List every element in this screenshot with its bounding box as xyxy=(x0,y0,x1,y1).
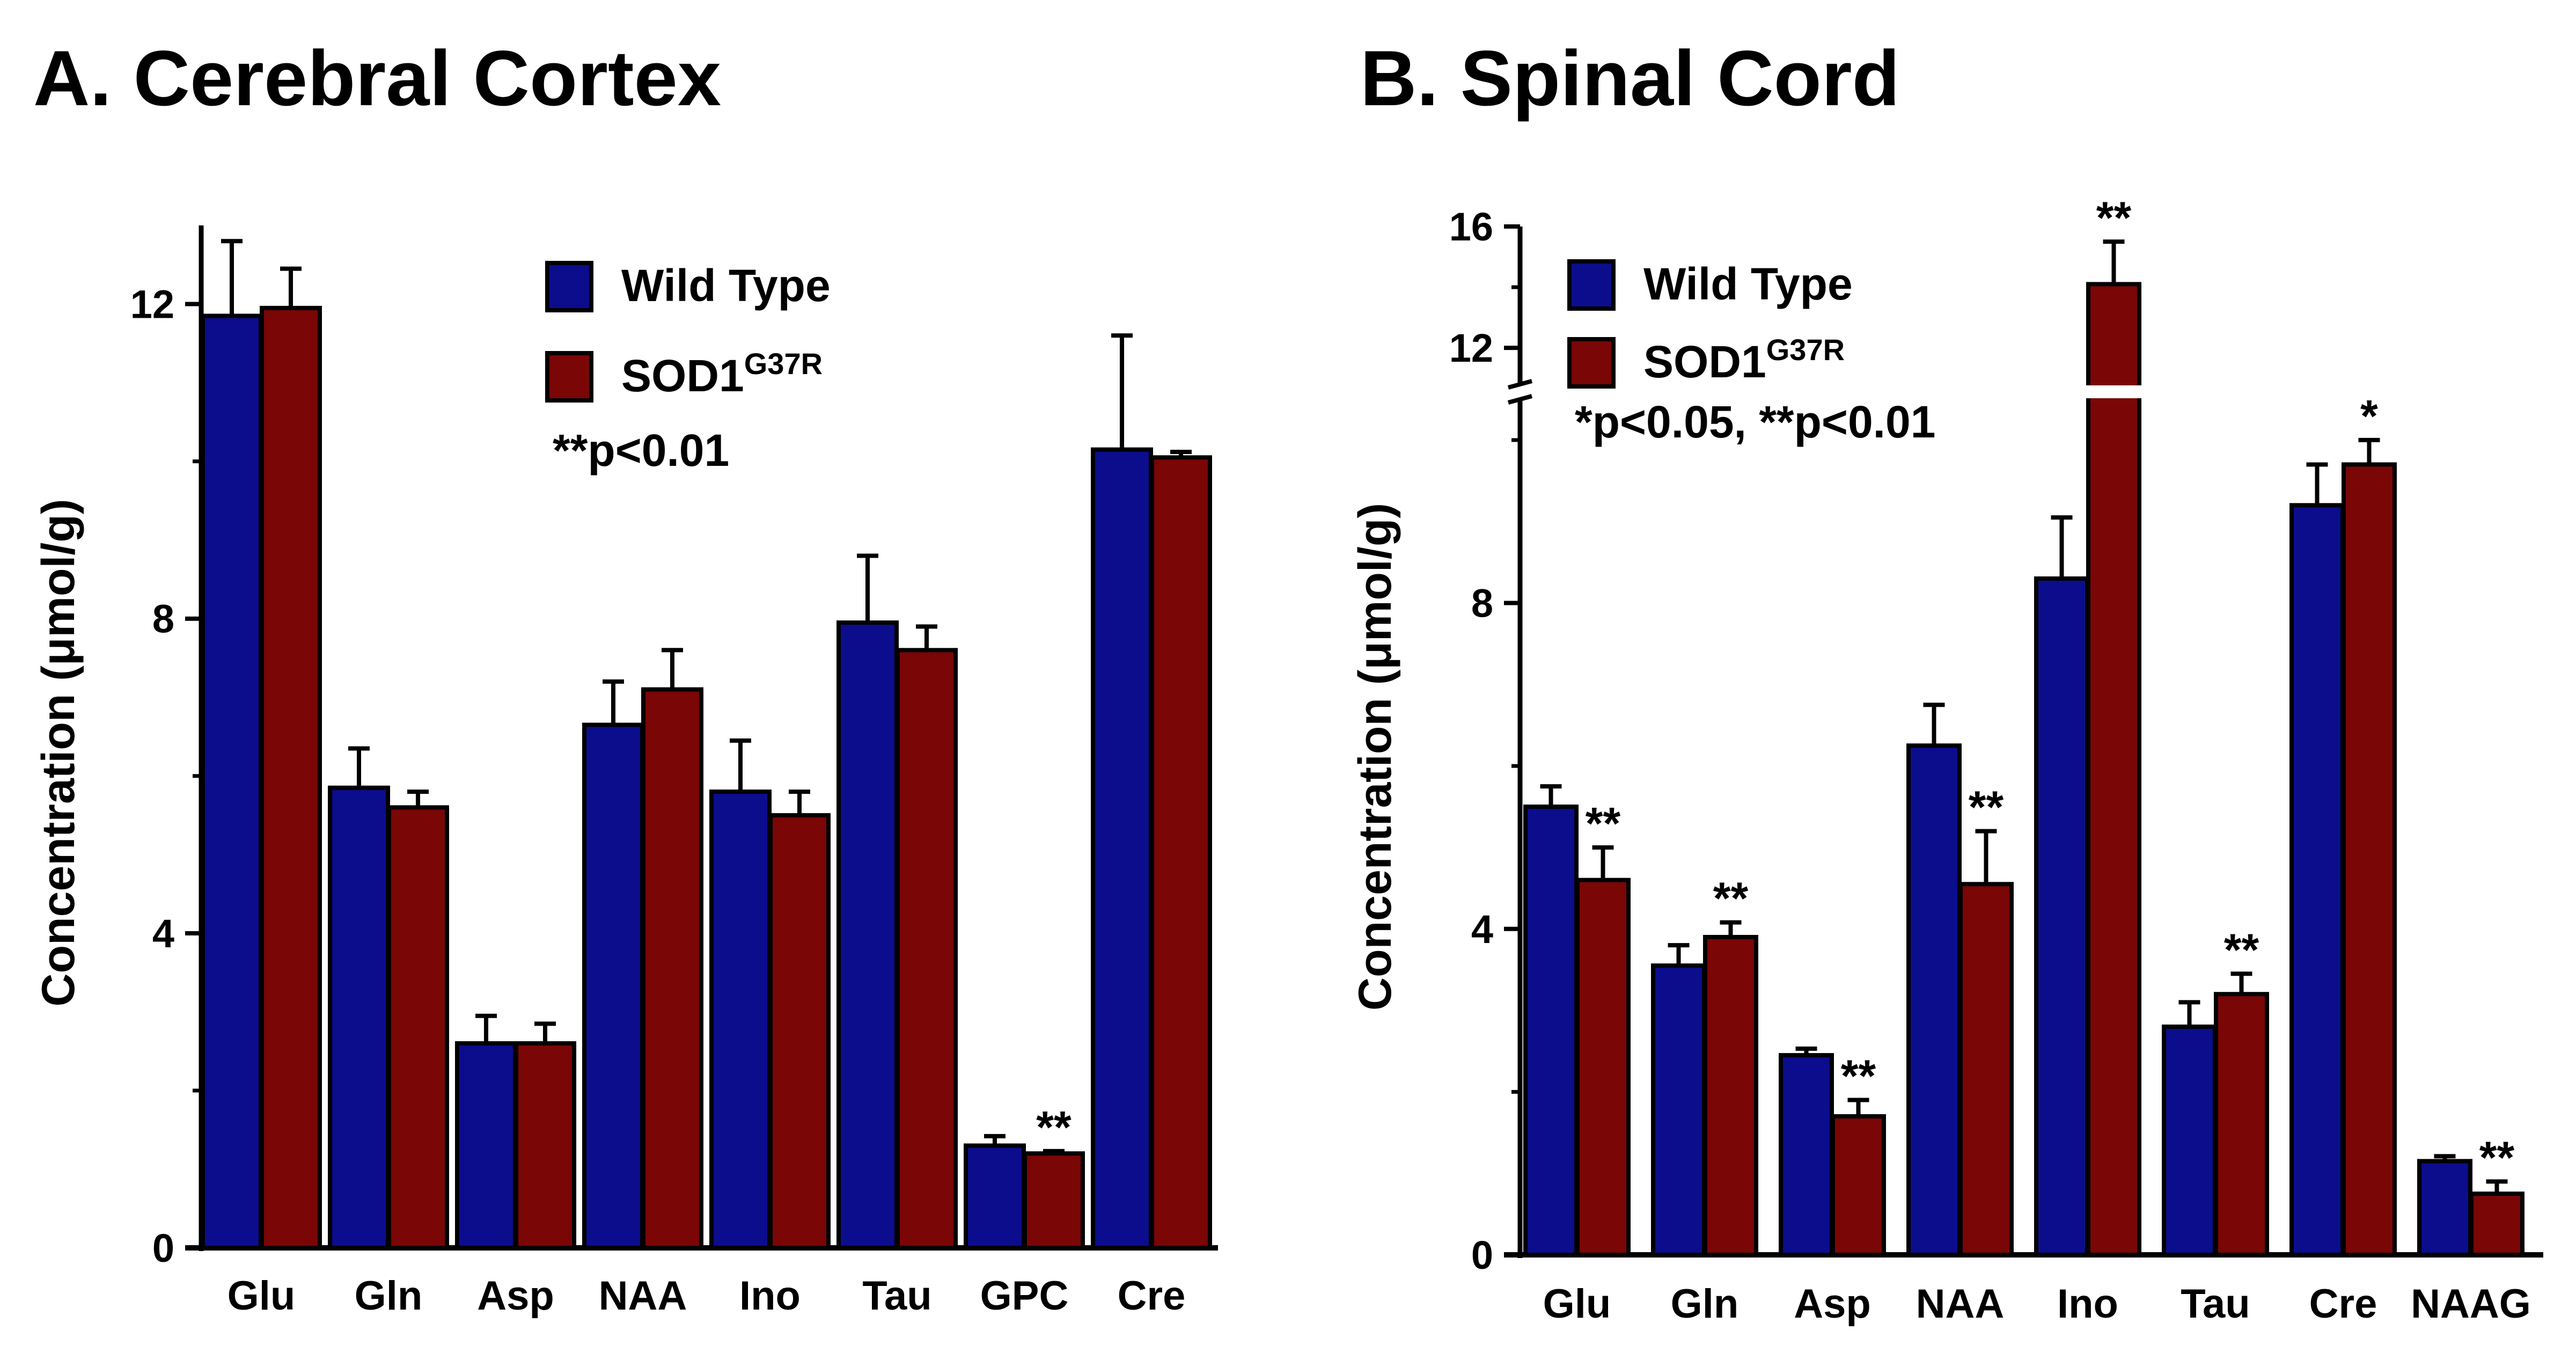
significance-marker: ** xyxy=(1586,798,1621,849)
significance-marker: ** xyxy=(1713,873,1749,924)
y-tick-label: 0 xyxy=(1471,1233,1493,1277)
y-tick-label: 8 xyxy=(152,597,174,641)
legend-swatch-sod1 xyxy=(545,351,593,403)
bar-sod1-naa xyxy=(641,687,703,1250)
y-axis-label: Concentration (μmol/g) xyxy=(33,499,84,1007)
bar-wild-type-tau xyxy=(836,620,899,1250)
significance-marker: ** xyxy=(2479,1132,2515,1182)
y-tick-label: 12 xyxy=(130,282,174,327)
x-tick-label: NAA xyxy=(1916,1281,2005,1327)
bar-wild-type-gln xyxy=(328,785,390,1250)
bar-wild-type-glu xyxy=(201,313,263,1250)
bar-sod1-asp xyxy=(514,1041,576,1250)
bar-sod1-cre xyxy=(1150,455,1212,1250)
bar-wild-type-tau xyxy=(2162,1024,2217,1258)
bar-sod1-tau xyxy=(2214,992,2269,1257)
axis-break-mark xyxy=(1507,394,1533,405)
x-tick-label: GPC xyxy=(980,1273,1069,1319)
bar-wild-type-cre xyxy=(1091,447,1153,1250)
significance-marker: ** xyxy=(1969,782,2004,832)
bar-sod1-gpc xyxy=(1023,1151,1085,1250)
legend-label-sod1: SOD1G37R xyxy=(1643,333,1845,387)
x-tick-label: Tau xyxy=(2181,1281,2250,1327)
y-axis-label: Concentration (μmol/g) xyxy=(1349,503,1401,1011)
y-tick-label: 4 xyxy=(1471,907,1493,952)
bar-sod1-cre xyxy=(2342,462,2397,1257)
significance-marker: ** xyxy=(2096,192,2132,243)
chart-0: 0 4 8 12 Concentration (μmol/g) Glu Gln Asp NAA I… xyxy=(33,225,1218,1319)
bar-wild-type-ino xyxy=(709,790,772,1250)
bar-wild-type-asp xyxy=(455,1041,517,1250)
x-tick-label: Ino xyxy=(2057,1281,2118,1327)
legend-swatch-sod1 xyxy=(1567,337,1616,389)
x-tick-label: Gln xyxy=(355,1273,423,1319)
legend: Wild Type SOD1G37R xyxy=(1567,259,1853,389)
bar-wild-type-ino xyxy=(2034,576,2089,1257)
bar-wild-type-gln xyxy=(1651,963,1706,1257)
y-tick-label: 16 xyxy=(1449,204,1493,249)
legend-label-wild-type: Wild Type xyxy=(1643,259,1853,309)
significance-marker: ** xyxy=(1841,1051,1876,1101)
legend: Wild Type SOD1G37R xyxy=(545,260,831,403)
legend-superscript: G37R xyxy=(744,347,823,381)
significance-marker: ** xyxy=(2224,924,2259,975)
bar-sod1-tau xyxy=(896,648,958,1250)
x-tick-label: Cre xyxy=(1118,1273,1186,1319)
bar-wild-type-gpc xyxy=(964,1143,1026,1250)
significance-note: **p<0.01 xyxy=(553,425,729,476)
y-tick-label: 8 xyxy=(1471,581,1493,626)
y-tick-label: 0 xyxy=(152,1226,174,1270)
bar-wild-type-naag xyxy=(2417,1159,2472,1257)
bar-sod1-naa xyxy=(1958,882,2014,1258)
bar-sod1-naag xyxy=(2469,1192,2524,1257)
bar-wild-type-naa xyxy=(582,722,644,1251)
bar-sod1-ino xyxy=(2086,282,2141,1257)
bar-sod1-asp xyxy=(1831,1114,1886,1258)
x-tick-label: NAA xyxy=(599,1273,687,1319)
y-tick-label: 12 xyxy=(1449,326,1493,370)
significance-note: *p<0.05, **p<0.01 xyxy=(1575,397,1935,447)
bar-sod1-glu xyxy=(1575,878,1631,1257)
legend-swatch-wild-type xyxy=(1567,259,1616,311)
bar-sod1-ino xyxy=(768,813,831,1250)
bar-wild-type-glu xyxy=(1523,805,1579,1257)
x-tick-label: NAAG xyxy=(2411,1281,2531,1327)
y-tick-label: 4 xyxy=(152,911,174,956)
x-tick-label: Glu xyxy=(227,1273,296,1319)
bar-sod1-glu xyxy=(260,305,322,1250)
legend-superscript: G37R xyxy=(1766,333,1845,367)
bar-wild-type-naa xyxy=(1906,743,1962,1257)
x-tick-label: Tau xyxy=(862,1273,931,1319)
legend-label-wild-type: Wild Type xyxy=(621,260,831,311)
bar-wild-type-cre xyxy=(2289,503,2345,1257)
bar-wild-type-asp xyxy=(1779,1053,1834,1257)
bar-break-gap xyxy=(2085,385,2142,398)
x-tick-label: Asp xyxy=(1794,1281,1871,1327)
significance-marker: ** xyxy=(1036,1102,1072,1152)
legend-label-sod1: SOD1G37R xyxy=(621,347,823,401)
chart-1: 0 4 8 12 16 Concentration (μmol/g) ** Glu ** Gln *… xyxy=(1349,192,2543,1327)
bar-sod1-gln xyxy=(387,805,449,1250)
legend-swatch-wild-type xyxy=(545,261,593,312)
chart-title-spinal-cord: B. Spinal Cord xyxy=(1360,34,1900,122)
significance-marker: * xyxy=(2360,391,2378,441)
chart-title-cerebral-cortex: A. Cerebral Cortex xyxy=(33,34,721,122)
x-tick-label: Cre xyxy=(2309,1281,2377,1327)
x-tick-label: Ino xyxy=(739,1273,801,1319)
x-tick-label: Gln xyxy=(1671,1281,1739,1327)
x-tick-label: Glu xyxy=(1543,1281,1611,1327)
x-tick-label: Asp xyxy=(477,1273,554,1319)
bar-sod1-gln xyxy=(1703,934,1758,1257)
axis-break-mark xyxy=(1507,379,1533,390)
